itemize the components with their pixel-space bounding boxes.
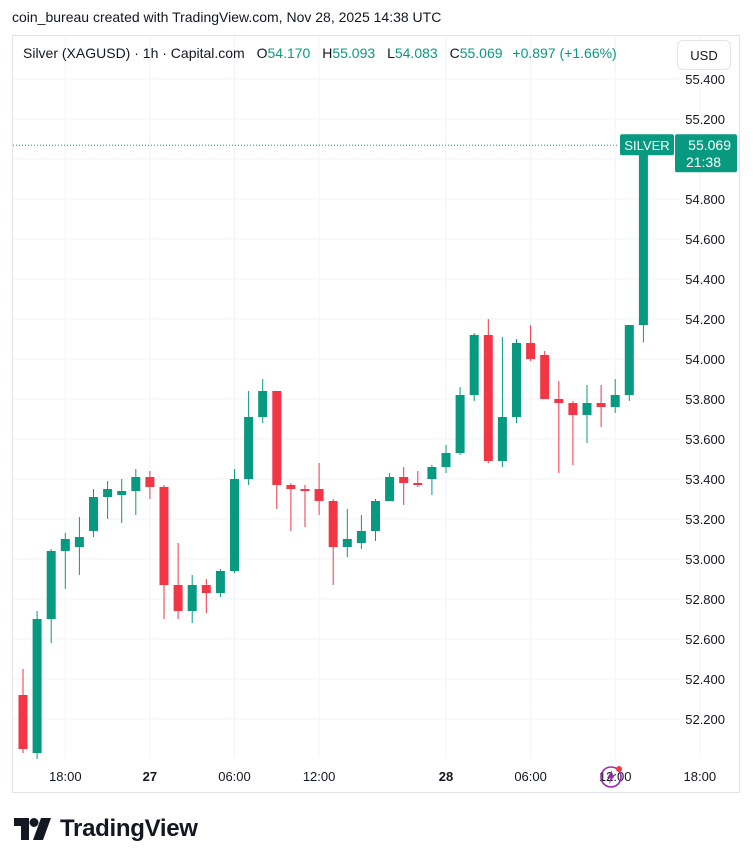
candle-down xyxy=(314,489,324,501)
candle-up xyxy=(455,395,465,453)
candle-up xyxy=(582,403,592,415)
candle-up xyxy=(32,619,42,753)
change-value: +0.897 (+1.66%) xyxy=(512,45,617,61)
y-tick-label: 52.400 xyxy=(685,672,725,687)
candle-up xyxy=(469,335,479,395)
x-tick-label: 28 xyxy=(439,769,453,784)
candle-up xyxy=(512,343,521,417)
candle-up xyxy=(46,551,56,619)
symbol-label[interactable]: Silver (XAGUSD) · 1h · Capital.com xyxy=(23,45,245,61)
candle-up xyxy=(610,395,620,407)
bolt-icon[interactable] xyxy=(599,765,623,794)
x-tick-label: 12:00 xyxy=(303,769,336,784)
y-tick-label: 52.600 xyxy=(685,632,725,647)
candle-up xyxy=(624,325,634,395)
currency-button[interactable]: USD xyxy=(677,40,731,70)
candle-up xyxy=(371,501,380,531)
candle-up xyxy=(103,489,113,497)
y-tick-label: 55.200 xyxy=(685,112,725,127)
y-tick-label: 53.600 xyxy=(685,432,725,447)
symbol-name-tag xyxy=(620,134,674,156)
candle-down xyxy=(328,501,338,547)
candle-down xyxy=(568,403,578,415)
candle-down xyxy=(272,391,282,485)
low-value: 54.083 xyxy=(394,45,438,61)
x-tick-label: 12:00 xyxy=(599,769,632,784)
close-value: 55.069 xyxy=(459,45,503,61)
candle-down xyxy=(526,343,536,359)
y-tick-label: 53.000 xyxy=(685,552,725,567)
candle-down xyxy=(201,585,211,593)
x-tick-label: 06:00 xyxy=(218,769,251,784)
y-tick-label: 53.800 xyxy=(685,392,725,407)
candle-up xyxy=(342,539,352,547)
y-tick-label: 54.000 xyxy=(685,352,725,367)
candle-up xyxy=(215,571,225,593)
candle-up xyxy=(131,477,141,491)
x-tick-label: 06:00 xyxy=(514,769,547,784)
candle-up xyxy=(60,539,70,551)
candle-up xyxy=(117,491,127,495)
candle-down xyxy=(18,695,28,749)
candle-up xyxy=(638,145,648,325)
candle-up xyxy=(187,585,197,611)
candle-up xyxy=(385,477,395,501)
x-tick-label: 18:00 xyxy=(49,769,82,784)
close-label: C xyxy=(449,45,460,61)
candle-up xyxy=(244,417,254,479)
candle-down xyxy=(554,399,564,403)
candle-down xyxy=(596,403,606,407)
candle-down xyxy=(483,335,493,461)
candle-down xyxy=(159,487,169,585)
candle-up xyxy=(230,479,239,571)
price-tag xyxy=(675,134,737,173)
y-tick-label: 54.400 xyxy=(685,272,725,287)
y-tick-label: 54.600 xyxy=(685,232,725,247)
open-label: O xyxy=(256,45,268,61)
y-tick-label: 55.400 xyxy=(685,72,725,87)
symbol-name-text: SILVER xyxy=(624,138,669,153)
y-tick-label: 54.200 xyxy=(685,312,725,327)
open-value: 54.170 xyxy=(267,45,311,61)
y-tick-label: 52.800 xyxy=(685,592,725,607)
candle-up xyxy=(441,453,451,467)
candle-up xyxy=(89,497,98,531)
y-tick-label: 53.200 xyxy=(685,512,725,527)
y-tick-label: 54.800 xyxy=(685,192,725,207)
high-label: H xyxy=(322,45,333,61)
candle-up xyxy=(497,417,507,461)
candle-down xyxy=(300,489,310,491)
price-tag-value: 55.069 xyxy=(688,137,731,153)
candle-down xyxy=(413,483,423,485)
candle-down xyxy=(399,477,409,483)
candle-down xyxy=(145,477,155,487)
candle-down xyxy=(540,355,550,399)
candle-down xyxy=(286,485,296,489)
price-tag-countdown: 21:38 xyxy=(686,154,721,170)
high-value: 55.093 xyxy=(332,45,376,61)
candle-up xyxy=(74,537,84,547)
ohlc-legend: Silver (XAGUSD) · 1h · Capital.com O54.1… xyxy=(23,45,617,61)
candle-up xyxy=(356,531,366,543)
x-tick-label: 18:00 xyxy=(684,769,717,784)
candle-up xyxy=(258,391,268,417)
y-tick-label: 52.200 xyxy=(685,712,725,727)
candle-up xyxy=(427,467,437,479)
price-chart[interactable]: 55.40055.20055.00054.80054.60054.40054.2… xyxy=(13,36,739,792)
tradingview-logo-icon xyxy=(14,818,51,840)
tradingview-logo: TradingView xyxy=(14,815,198,843)
low-label: L xyxy=(387,45,395,61)
tradingview-logo-text: TradingView xyxy=(60,815,198,842)
y-tick-label: 53.400 xyxy=(685,472,725,487)
x-tick-label: 27 xyxy=(143,769,157,784)
chart-attribution: coin_bureau created with TradingView.com… xyxy=(12,9,442,25)
candle-down xyxy=(173,585,183,611)
chart-frame: 55.40055.20055.00054.80054.60054.40054.2… xyxy=(12,35,740,793)
